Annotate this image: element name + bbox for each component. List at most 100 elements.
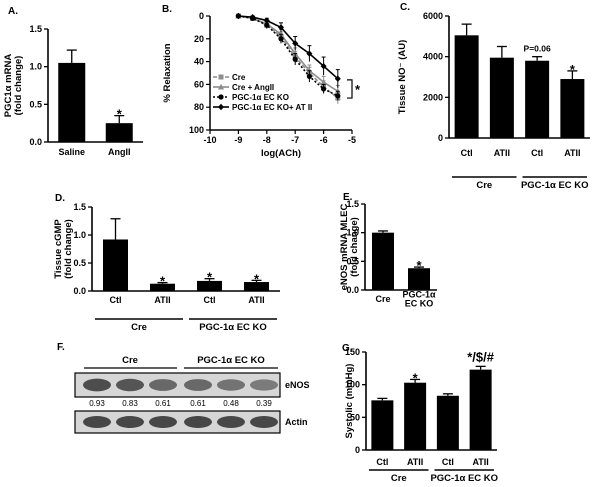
panel-d: D. 0.0 0.5 1.0 1.5 Tissue cGMP(fold change) Ct… (53, 193, 280, 333)
category-label: Ctl (376, 457, 388, 467)
data-point (292, 40, 299, 47)
bar (244, 282, 269, 291)
panel-letter: E. (343, 192, 353, 203)
significance-label: * (160, 274, 166, 289)
legend-label: Cre + AngII (232, 83, 274, 92)
category-label-group: Cre (375, 294, 390, 304)
y-axis-label-line: eNOS mRNA MLEC (339, 203, 350, 290)
y-tick-label: 60 (194, 79, 204, 89)
category-label-line: Ctl (204, 295, 216, 305)
significance-label: */$/# (467, 349, 495, 364)
y-axis-label: PGC1α mRNA(fold change) (3, 54, 24, 118)
category-label: ATII (472, 457, 488, 467)
significance-label: * (207, 270, 213, 285)
y-tick-label: 0.0 (73, 286, 86, 296)
y-tick-label: 1.0 (29, 62, 42, 72)
bar (58, 62, 86, 142)
legend-label: Cre (232, 73, 246, 82)
category-label: Ctl (110, 295, 122, 305)
bar (469, 369, 492, 450)
category-label-group: Ctl (531, 148, 543, 158)
panel-c: C. 0 2000 4000 6000 Tissue NO⁻ (AU) Ctl ATII P=0… (397, 2, 590, 191)
series-line (238, 15, 339, 97)
category-label: ATII (494, 148, 510, 158)
panel-letter: B. (162, 4, 172, 15)
blot-band (217, 379, 245, 391)
category-label-line: EC KO (405, 299, 434, 309)
y-axis-label-group: Tissue cGMP(fold change) (53, 219, 74, 279)
significance-label: P=0.06 (524, 44, 551, 54)
panel-b: B. 0 20 40 60 80 100-10 -9 -8 -7 -6 -5 % Relaxation l… (162, 4, 361, 159)
data-point (218, 83, 224, 90)
category-label-group: Ctl (442, 457, 454, 467)
legend-entry: PGC-1α EC KO+ AT II (213, 103, 312, 112)
y-axis-label-group: % Relaxation (162, 43, 173, 102)
x-axis-label: log(ACh) (261, 148, 301, 159)
category-label-line: ATII (248, 295, 264, 305)
blot-band (149, 416, 177, 428)
series-line (238, 15, 339, 92)
blot-group-label: PGC-1α EC KO (197, 355, 265, 366)
y-tick-label: 1.5 (29, 24, 42, 34)
y-axis-label-line: PGC1α mRNA (3, 54, 14, 118)
data-point (306, 50, 313, 57)
category-label-line: ATII (407, 457, 423, 467)
y-tick-label: 150 (345, 347, 360, 357)
x-tick-label: -5 (348, 135, 356, 145)
blot-group-label: Cre (122, 355, 138, 366)
y-tick-label: 0 (438, 133, 443, 143)
category-label-line: Ctl (461, 148, 473, 158)
blot-quantification: 0.39 (256, 399, 272, 408)
data-point (306, 73, 312, 80)
y-tick-label: 0.5 (29, 99, 42, 109)
group-label: PGC-1α EC KO (199, 322, 267, 333)
series (235, 12, 341, 88)
blot-band (250, 379, 278, 391)
category-label-group: Saline (58, 147, 85, 157)
bar (454, 35, 479, 138)
panel-letter: A. (8, 6, 18, 17)
group-label: Cre (131, 322, 147, 333)
x-tick-label: -7 (291, 135, 299, 145)
bar (436, 395, 459, 450)
y-tick-label: 20 (194, 34, 204, 44)
category-label: Ctl (204, 295, 216, 305)
y-tick-label: 0.0 (29, 137, 42, 147)
y-tick-label: 40 (194, 57, 204, 67)
blot-band (83, 416, 111, 428)
bar (560, 79, 585, 138)
bar (150, 283, 175, 291)
group-label: Cre (476, 180, 492, 191)
category-label: Ctl (442, 457, 454, 467)
category-label: ATII (407, 457, 423, 467)
data-point (235, 12, 242, 20)
blot-band (149, 379, 177, 391)
significance-label: * (355, 82, 361, 97)
panel-letter: C. (400, 2, 410, 13)
legend-label: PGC-1α EC KO+ AT II (232, 103, 312, 112)
x-tick-label: -6 (320, 135, 328, 145)
y-tick-label: 0.5 (346, 256, 359, 266)
data-point (320, 62, 327, 70)
y-tick-label: 100 (189, 125, 204, 135)
x-tick-label: -10 (203, 135, 216, 145)
category-label-group: ATII (154, 295, 170, 305)
blot-row-label: Actin (285, 417, 308, 427)
blot-band (116, 378, 144, 392)
category-label-line: ATII (472, 457, 488, 467)
y-tick-label: 4000 (423, 52, 443, 62)
category-label-line: Ctl (531, 148, 543, 158)
category-label: Saline (58, 147, 85, 157)
data-point (218, 94, 224, 100)
category-label-group: ATII (248, 295, 264, 305)
y-tick-label: 2000 (423, 92, 443, 102)
category-label: AngII (108, 147, 131, 157)
category-label: Cre (375, 294, 390, 304)
y-axis-label-group: eNOS mRNA MLEC(fold change) (339, 203, 360, 290)
category-label-line: ATII (494, 148, 510, 158)
x-tick-label: -9 (234, 135, 242, 145)
category-label: ATII (154, 295, 170, 305)
bar (489, 57, 514, 138)
bar (197, 280, 222, 291)
